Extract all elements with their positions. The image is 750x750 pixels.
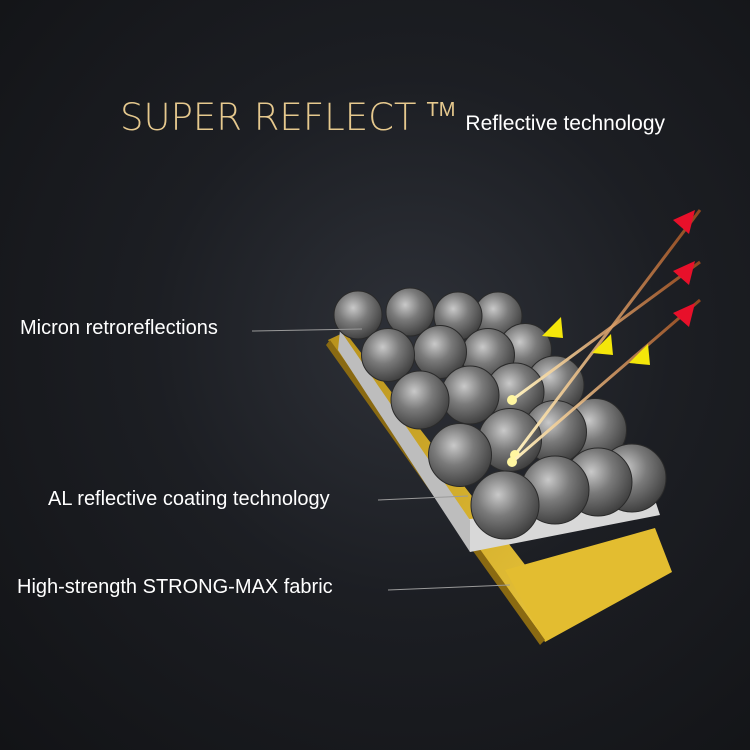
page-title: SUPER REFLECT TM Reflective technology <box>120 96 665 139</box>
label-leader-lines <box>251 328 511 591</box>
reflected-light-arrow-icon <box>592 334 613 355</box>
incoming-light-arrow-icon <box>673 210 695 234</box>
label-fabric: High-strength STRONG-MAX fabric <box>17 576 333 598</box>
microsphere <box>390 370 450 430</box>
microsphere <box>470 470 540 540</box>
microsphere <box>385 287 435 337</box>
label-micron-retroreflections: Micron retroreflections <box>20 317 218 339</box>
trademark: TM <box>426 99 456 121</box>
incoming-light-arrow-icon <box>673 261 695 285</box>
label-al-coating: AL reflective coating technology <box>48 488 330 510</box>
incoming-light-arrow-icon <box>673 303 695 327</box>
brand-name: SUPER REFLECT <box>120 96 417 139</box>
light-beam <box>511 298 701 464</box>
microsphere-grid <box>333 287 667 540</box>
reflected-light-arrow-icon <box>629 344 650 365</box>
subtitle: Reflective technology <box>465 112 666 135</box>
microsphere <box>428 423 492 487</box>
microsphere <box>333 290 383 340</box>
microsphere <box>361 328 415 382</box>
light-beam <box>513 209 702 456</box>
reflection-glow <box>507 457 517 467</box>
reflected-light-arrow-icon <box>542 317 563 338</box>
light-beams <box>507 209 702 467</box>
light-beam <box>511 260 701 402</box>
reflection-glow <box>507 395 517 405</box>
